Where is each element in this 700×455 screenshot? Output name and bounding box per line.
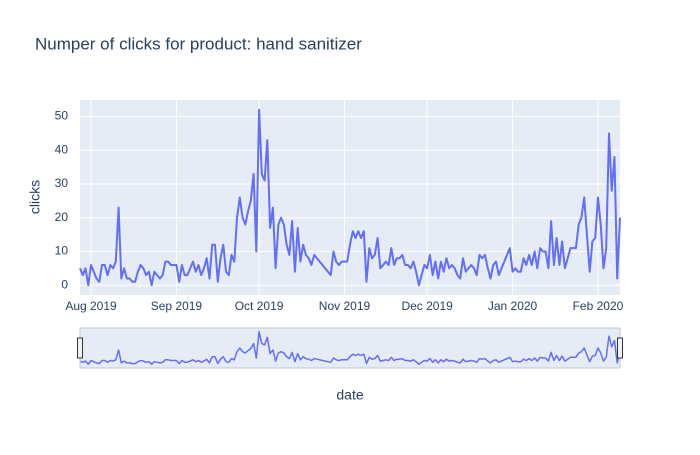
y-tick-label: 10	[55, 244, 69, 258]
range-slider[interactable]	[80, 328, 620, 368]
y-tick-label: 30	[55, 176, 69, 190]
y-axis-title: clicks	[27, 180, 43, 214]
y-tick-label: 0	[61, 277, 68, 291]
y-tick-label: 40	[55, 142, 69, 156]
x-tick-label: Jan 2020	[488, 299, 538, 313]
x-axis-title: date	[336, 387, 363, 403]
x-tick-label: Sep 2019	[151, 299, 203, 313]
x-tick-label: Dec 2019	[401, 299, 453, 313]
slider-line	[79, 331, 621, 365]
x-tick-label: Feb 2020	[573, 299, 624, 313]
y-tick-label: 20	[55, 210, 69, 224]
slider-handle[interactable]	[77, 337, 83, 359]
slider-handle[interactable]	[617, 337, 623, 359]
chart-title: Numper of clicks for product: hand sanit…	[35, 34, 362, 53]
line	[79, 108, 621, 287]
x-tick-label: Nov 2019	[319, 299, 371, 313]
y-tick-label: 50	[55, 109, 69, 123]
plot-area	[80, 100, 620, 295]
x-tick-label: Oct 2019	[235, 299, 284, 313]
x-tick-label: Aug 2019	[65, 299, 117, 313]
